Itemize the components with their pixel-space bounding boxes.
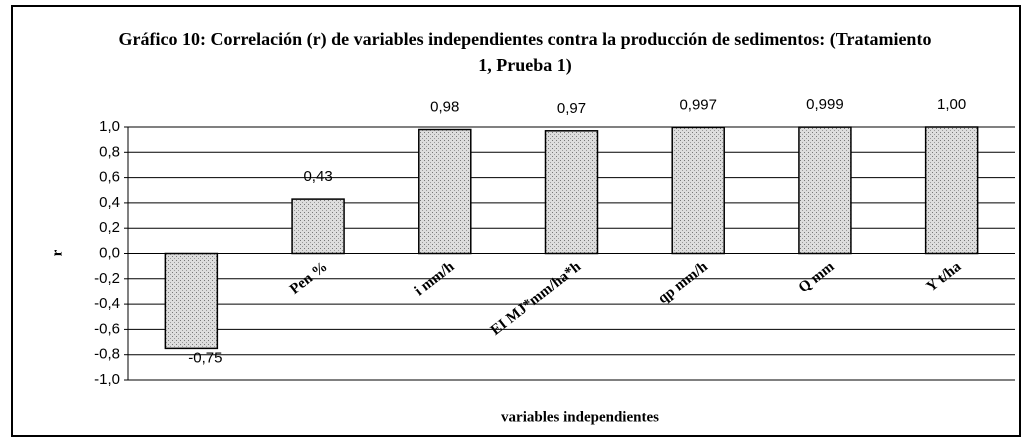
y-tick-label: -0,2 xyxy=(94,270,120,287)
x-tick-label: EI MJ*mm/ha*h xyxy=(488,258,585,338)
y-tick-label: -0,4 xyxy=(94,295,120,312)
y-tick-label: 0,0 xyxy=(99,244,120,261)
y-tick-label: 0,4 xyxy=(99,194,120,211)
y-tick-label: 0,2 xyxy=(99,219,120,236)
value-label: 0,999 xyxy=(806,96,844,113)
bar xyxy=(798,126,852,255)
bar xyxy=(544,130,599,255)
value-label: 0,997 xyxy=(679,96,717,113)
y-tick-label: 0,8 xyxy=(99,143,120,160)
x-tick-label: Y t/ha xyxy=(924,258,965,295)
x-tick-label: qp mm/h xyxy=(655,258,711,307)
y-tick-label: -0,8 xyxy=(94,346,120,363)
bar xyxy=(291,198,345,255)
x-axis-label: variables independientes xyxy=(501,409,659,425)
y-tick-label: -0,6 xyxy=(94,320,120,337)
y-axis-label: r xyxy=(49,249,65,256)
value-label: 0,43 xyxy=(303,168,332,185)
bar xyxy=(671,126,725,255)
x-tick-label: Pen % xyxy=(287,259,331,298)
value-label: -0,75 xyxy=(188,349,222,366)
y-tick-label: 1,0 xyxy=(99,118,120,135)
bar xyxy=(164,252,219,350)
chart-title: Gráfico 10: Correlación (r) de variables… xyxy=(118,29,932,75)
y-tick-label: 0,6 xyxy=(99,169,120,186)
frame xyxy=(11,5,1021,437)
value-label: 1,00 xyxy=(937,96,966,113)
x-tick-label: Q mm xyxy=(796,258,838,296)
value-label: 0,97 xyxy=(557,100,586,117)
bar xyxy=(418,128,472,255)
value-label: 0,98 xyxy=(430,98,459,115)
bar xyxy=(924,126,979,255)
y-tick-label: -1,0 xyxy=(94,371,120,388)
